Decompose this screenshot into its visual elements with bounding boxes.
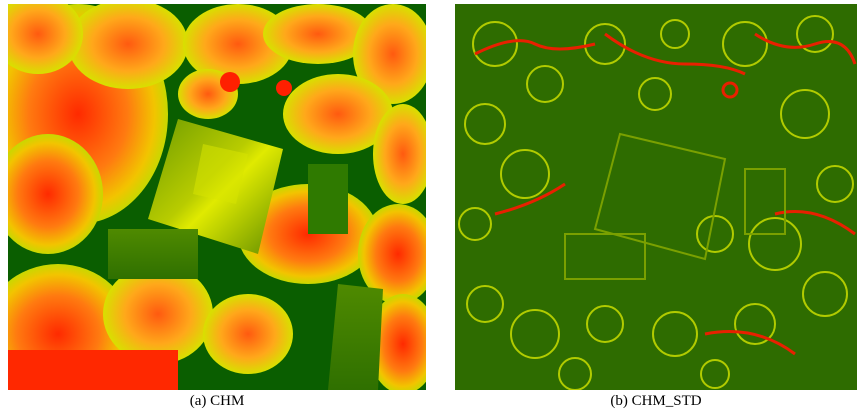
caption-a: (a) CHM [189, 393, 245, 409]
chm-image [8, 4, 426, 390]
chm-std-image [455, 4, 857, 390]
caption-b: (b) CHM_STD [610, 393, 702, 409]
